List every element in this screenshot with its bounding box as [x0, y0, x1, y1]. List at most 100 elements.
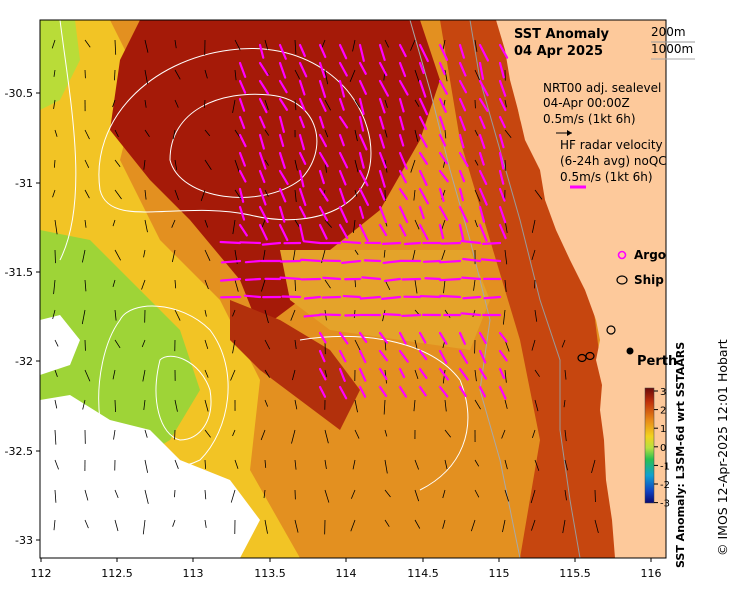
radar-arrow: [322, 276, 342, 281]
current-arrow: [53, 519, 56, 531]
radar-arrow: [363, 259, 382, 263]
current-arrow: [444, 399, 447, 412]
radar-arrow: [338, 385, 348, 400]
current-arrow: [52, 309, 56, 320]
current-arrow: [354, 189, 358, 197]
radar-arrow: [403, 241, 422, 246]
radar-arrow: [424, 277, 442, 281]
radar-arrow: [298, 115, 305, 129]
radar-arrow: [478, 187, 488, 206]
current-arrow: [113, 429, 116, 440]
radar-arrow: [418, 79, 427, 98]
radar-arrow: [359, 295, 382, 300]
radar-arrow: [458, 385, 467, 398]
radar-arrow: [358, 79, 367, 95]
current-arrow: [474, 459, 480, 467]
radar-arrow: [321, 295, 342, 299]
current-arrow: [442, 489, 446, 499]
y-tick-label: -32: [15, 355, 33, 368]
radar-arrow: [438, 385, 449, 398]
current-arrow: [204, 399, 209, 412]
radar-legend-line1: HF radar velocity: [560, 138, 663, 152]
current-arrow: [114, 189, 122, 200]
radar-arrow: [258, 43, 265, 59]
current-arrow: [143, 249, 146, 258]
current-arrow: [264, 159, 269, 166]
radar-arrow: [318, 349, 326, 363]
radar-arrow: [298, 223, 305, 242]
radar-arrow: [439, 277, 462, 282]
argo-label: Argo: [634, 248, 666, 262]
current-arrow: [174, 189, 179, 201]
radar-arrow: [298, 43, 306, 58]
colorbar-title: SST Anomaly: L3SM-6d wrt SSTAARS: [674, 342, 687, 568]
radar-arrow: [498, 133, 505, 149]
current-arrow: [230, 489, 236, 503]
radar-arrow: [398, 331, 407, 345]
current-arrow: [53, 99, 56, 110]
current-arrow: [531, 339, 536, 351]
radar-arrow: [318, 205, 329, 222]
radar-arrow: [398, 61, 407, 78]
radar-arrow: [318, 223, 328, 240]
radar-arrow: [341, 259, 362, 264]
current-arrow: [383, 249, 386, 258]
radar-arrow: [498, 223, 507, 240]
current-arrow: [54, 459, 59, 470]
current-arrow: [444, 459, 448, 470]
radar-arrow: [439, 259, 462, 264]
anomaly-green-north: [40, 20, 80, 110]
radar-arrow: [318, 367, 327, 381]
current-arrow: [443, 279, 446, 294]
radar-arrow: [358, 385, 367, 398]
x-tick-label: 112: [31, 567, 52, 580]
current-arrow: [354, 249, 359, 255]
current-arrow: [470, 519, 476, 532]
radar-arrow: [398, 205, 409, 224]
radar-arrow: [498, 385, 507, 400]
current-arrow: [142, 369, 146, 382]
radar-arrow: [478, 223, 488, 242]
current-arrow: [143, 399, 146, 411]
current-arrow: [532, 429, 536, 439]
radar-arrow: [358, 349, 367, 364]
radar-arrow: [278, 151, 286, 169]
radar-arrow: [460, 312, 482, 317]
current-arrow: [504, 459, 508, 470]
current-arrow: [504, 249, 508, 265]
perth-label: Perth: [637, 354, 677, 369]
current-arrow: [349, 69, 356, 82]
radar-arrow: [418, 367, 428, 380]
colorbar-tick-label: 3: [660, 387, 666, 398]
radar-arrow: [302, 240, 322, 245]
current-arrow: [54, 129, 58, 137]
current-arrow: [414, 459, 420, 470]
map-title-line2: 04 Apr 2025: [514, 44, 603, 59]
current-arrow: [204, 159, 212, 170]
radar-arrow: [378, 187, 386, 201]
current-arrow: [144, 99, 147, 108]
radar-arrow: [278, 115, 285, 133]
radar-arrow: [498, 367, 506, 380]
current-arrow: [264, 459, 267, 468]
current-arrow: [352, 39, 356, 52]
radar-arrow: [438, 61, 446, 76]
isobath-200m-label: 200m: [651, 25, 686, 39]
current-arrow: [531, 249, 536, 261]
radar-arrow: [498, 331, 508, 343]
current-arrow: [354, 279, 357, 288]
radar-arrow: [438, 151, 448, 165]
radar-arrow: [398, 169, 407, 184]
current-arrow: [290, 309, 296, 321]
current-arrow: [204, 129, 211, 137]
radar-arrow: [438, 331, 448, 345]
radar-arrow: [398, 133, 405, 147]
radar-arrow: [458, 223, 465, 242]
radar-arrow: [318, 79, 327, 98]
radar-arrow: [418, 349, 428, 361]
radar-arrow: [478, 331, 487, 345]
radar-arrow: [338, 169, 347, 186]
x-tick-label: 112.5: [101, 567, 133, 580]
current-arrow: [174, 459, 179, 469]
radar-arrow: [478, 61, 485, 81]
